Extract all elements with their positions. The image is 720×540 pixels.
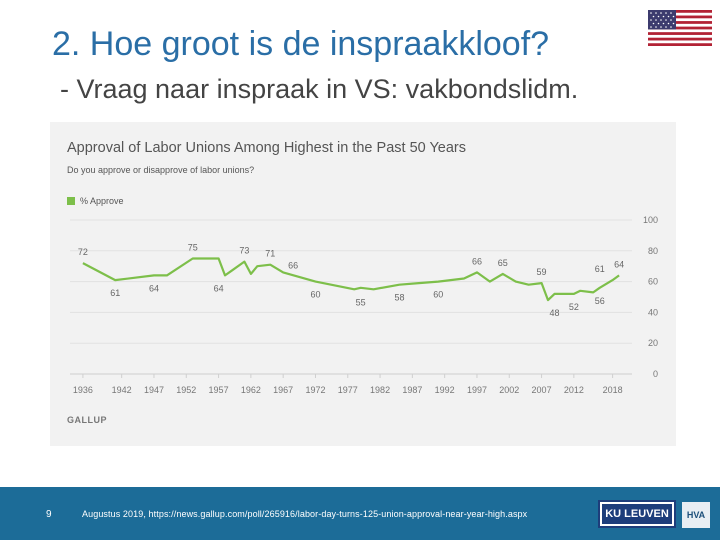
footer-bar: 9 Augustus 2019, https://news.gallup.com… [0,487,720,540]
y-tick-label: 80 [648,246,658,256]
data-label: 64 [614,259,624,269]
data-label: 66 [472,256,482,266]
x-tick-label: 1997 [467,385,487,395]
y-tick-label: 40 [648,307,658,317]
x-tick-label: 2012 [564,385,584,395]
ku-leuven-logo-text: KU LEUVEN [602,504,672,524]
data-label: 72 [78,247,88,257]
data-label: 64 [214,283,224,293]
x-tick-label: 1947 [144,385,164,395]
data-label: 59 [537,267,547,277]
x-tick-label: 1982 [370,385,390,395]
data-label: 61 [110,288,120,298]
data-label: 64 [149,283,159,293]
series-line-approve [82,257,620,302]
data-label: 58 [394,293,404,303]
data-label: 75 [188,243,198,253]
data-label: 71 [265,249,275,259]
slide-subtitle: - Vraag naar inspraak in VS: vakbondslid… [60,74,579,104]
x-tick-label: 1952 [176,385,196,395]
chart-subtitle: Do you approve or disapprove of labor un… [67,165,254,175]
line-chart: Approval of Labor Unions Among Highest i… [67,140,658,425]
data-label: 55 [356,297,366,307]
x-tick-label: 1977 [338,385,358,395]
x-tick-label: 1972 [305,385,325,395]
x-tick-label: 1967 [273,385,293,395]
x-tick-label: 1992 [435,385,455,395]
data-label: 61 [595,264,605,274]
source-link[interactable]: Augustus 2019, https://news.gallup.com/p… [82,509,528,519]
y-tick-label: 100 [643,215,658,225]
y-tick-label: 60 [648,277,658,287]
chart-source-label: GALLUP [67,415,107,425]
chart-title: Approval of Labor Unions Among Highest i… [67,140,466,156]
y-tick-label: 0 [653,369,658,379]
x-tick-label: 2018 [603,385,623,395]
page-number: 9 [46,509,52,520]
legend-label: % Approve [80,196,124,206]
data-label: 66 [288,260,298,270]
x-tick-label: 2002 [499,385,519,395]
data-label: 60 [310,290,320,300]
data-label: 48 [549,308,559,318]
x-tick-label: 1987 [402,385,422,395]
data-label: 56 [595,296,605,306]
data-label: 60 [433,290,443,300]
hva-logo: HVA [682,502,710,528]
x-tick-label: 1942 [112,385,132,395]
us-flag-icon [648,10,712,46]
y-tick-label: 20 [648,338,658,348]
chart-panel: Approval of Labor Unions Among Highest i… [50,122,676,446]
ku-leuven-logo: KU LEUVEN [598,500,676,528]
slide-title: 2. Hoe groot is de inspraakkloof? [52,25,550,63]
x-tick-label: 2007 [532,385,552,395]
data-label: 65 [498,258,508,268]
data-label: 73 [239,246,249,256]
x-tick-label: 1957 [209,385,229,395]
x-tick-label: 1962 [241,385,261,395]
x-tick-label: 1936 [73,385,93,395]
legend-swatch [67,197,75,205]
data-label: 52 [569,302,579,312]
